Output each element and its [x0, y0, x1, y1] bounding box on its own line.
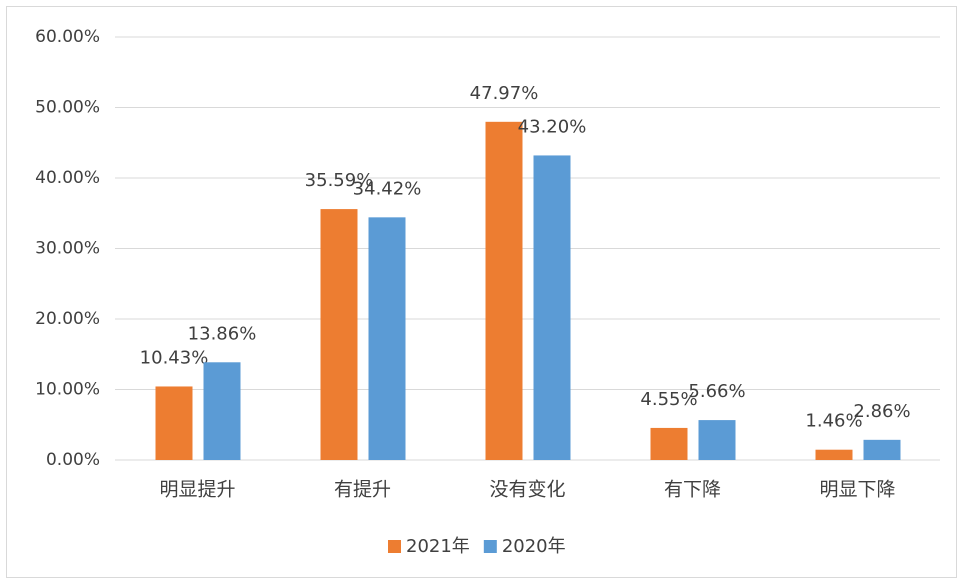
- y-tick-label: 60.00%: [35, 27, 100, 47]
- y-tick-label: 40.00%: [35, 168, 100, 188]
- y-tick-label: 10.00%: [35, 380, 100, 400]
- y-tick-label: 0.00%: [46, 450, 100, 470]
- data-label: 5.66%: [688, 381, 745, 402]
- bar: [368, 217, 406, 460]
- data-label: 2.86%: [853, 401, 910, 422]
- data-label: 47.97%: [470, 83, 539, 104]
- bar: [155, 386, 193, 460]
- bar: [533, 155, 571, 460]
- data-label: 4.55%: [640, 389, 697, 410]
- data-label: 35.59%: [305, 170, 374, 191]
- x-tick-label: 有下降: [664, 479, 721, 501]
- y-tick-label: 20.00%: [35, 309, 100, 329]
- y-tick-label: 50.00%: [35, 98, 100, 118]
- x-tick-label: 明显提升: [159, 479, 235, 501]
- y-tick-label: 30.00%: [35, 239, 100, 259]
- legend-label: 2020年: [502, 536, 566, 557]
- bar: [485, 121, 523, 461]
- data-label: 10.43%: [140, 347, 209, 368]
- legend-label: 2021年: [406, 536, 470, 557]
- chart-border: [6, 6, 957, 578]
- bar: [698, 420, 736, 460]
- data-label: 13.86%: [188, 323, 257, 344]
- bar: [320, 209, 358, 460]
- bar: [203, 362, 241, 460]
- data-label: 34.42%: [353, 178, 422, 199]
- bar: [650, 427, 688, 460]
- x-tick-label: 有提升: [334, 479, 391, 501]
- data-label: 1.46%: [805, 411, 862, 432]
- data-label: 43.20%: [518, 116, 587, 137]
- x-tick-label: 没有变化: [489, 479, 565, 501]
- x-tick-label: 明显下降: [819, 479, 895, 501]
- legend-swatch: [483, 540, 497, 553]
- legend-swatch: [388, 540, 401, 553]
- bar: [815, 449, 853, 460]
- bar: [863, 439, 901, 460]
